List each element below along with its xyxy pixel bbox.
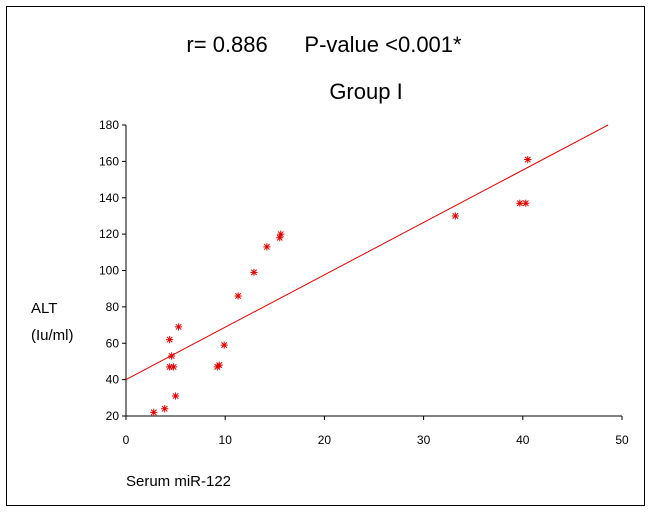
x-tick-label: 30 xyxy=(417,433,431,447)
x-axis-label: Serum miR-122 xyxy=(126,473,231,490)
x-tick-label: 40 xyxy=(516,433,530,447)
chart-title: r= 0.886 P-value <0.001* xyxy=(186,32,462,57)
data-point xyxy=(150,408,158,416)
y-tick-label: 100 xyxy=(99,264,119,278)
y-tick-label: 20 xyxy=(106,409,120,423)
y-axis-unit-label: (Iu/ml) xyxy=(31,327,74,344)
x-tick-label: 20 xyxy=(318,433,332,447)
plot-area: 20 40 60 80 100 120 140 160 180 0 10 20 30 40 50 xyxy=(99,118,629,447)
data-point xyxy=(168,352,176,360)
data-point xyxy=(263,243,271,251)
chart-subtitle: Group I xyxy=(329,79,402,104)
x-tick-label: 50 xyxy=(615,433,629,447)
data-point xyxy=(172,392,180,400)
y-axis-label: ALT xyxy=(31,300,57,317)
y-tick-label: 80 xyxy=(106,300,120,314)
y-tick-label: 120 xyxy=(99,227,119,241)
chart-frame xyxy=(6,6,645,506)
data-point xyxy=(215,361,223,369)
data-point xyxy=(276,234,284,242)
data-point xyxy=(250,268,258,276)
data-point xyxy=(174,323,183,331)
data-point xyxy=(524,155,532,164)
trend-line xyxy=(125,124,609,381)
data-point xyxy=(166,336,174,344)
data-point xyxy=(522,199,530,207)
y-tick-label: 40 xyxy=(106,373,120,387)
data-point xyxy=(451,212,459,220)
data-point xyxy=(170,363,178,371)
data-point xyxy=(161,405,169,413)
data-point xyxy=(166,363,174,371)
x-tick-label: 0 xyxy=(123,433,130,447)
data-point xyxy=(516,199,524,207)
y-tick-label: 160 xyxy=(99,154,119,168)
data-point xyxy=(277,230,285,238)
data-point xyxy=(220,341,228,349)
x-tick-label: 10 xyxy=(219,433,233,447)
y-tick-label: 60 xyxy=(106,336,120,350)
y-tick-label: 140 xyxy=(99,191,119,205)
data-point xyxy=(234,292,242,300)
y-tick-label: 180 xyxy=(99,118,119,132)
